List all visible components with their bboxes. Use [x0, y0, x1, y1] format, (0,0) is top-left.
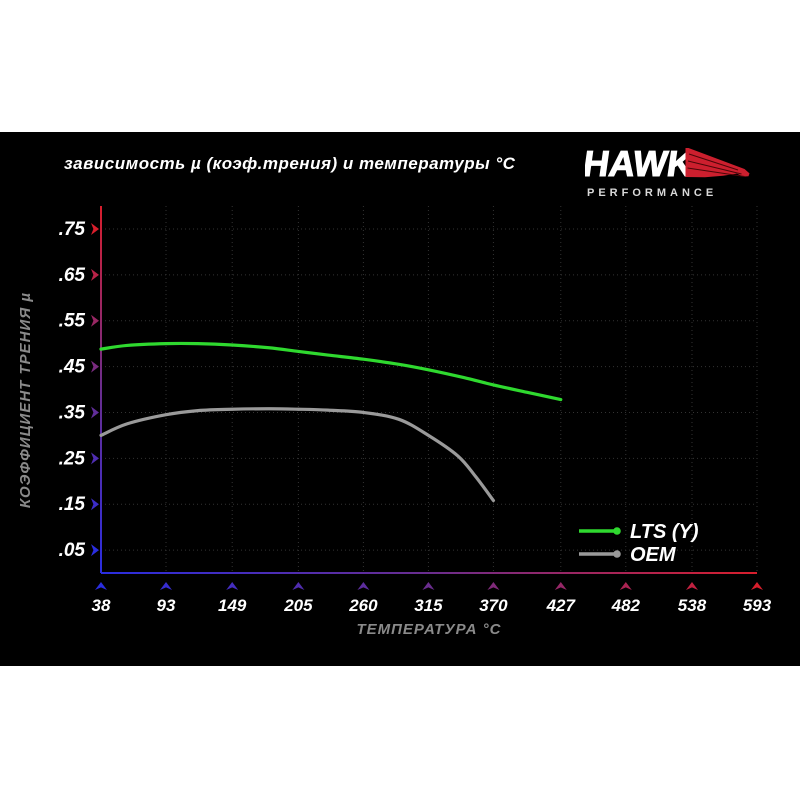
svg-text:93: 93	[157, 596, 176, 615]
svg-text:.75: .75	[59, 219, 86, 240]
svg-text:427: 427	[546, 596, 577, 615]
svg-text:149: 149	[218, 596, 247, 615]
svg-text:.35: .35	[59, 402, 86, 423]
svg-text:315: 315	[414, 596, 443, 615]
svg-text:.25: .25	[59, 448, 86, 469]
svg-text:.65: .65	[59, 265, 86, 286]
svg-text:.15: .15	[59, 494, 86, 515]
svg-text:ТЕМПЕРАТУРА °C: ТЕМПЕРАТУРА °C	[356, 621, 501, 638]
svg-text:.55: .55	[59, 311, 86, 332]
svg-text:.05: .05	[59, 540, 86, 561]
svg-text:482: 482	[611, 596, 641, 615]
svg-text:538: 538	[678, 596, 707, 615]
svg-text:260: 260	[348, 596, 378, 615]
svg-text:КОЭФФИЦИЕНТ ТРЕНИЯ µ: КОЭФФИЦИЕНТ ТРЕНИЯ µ	[17, 292, 34, 508]
svg-text:LTS (Y): LTS (Y)	[630, 521, 699, 543]
svg-text:370: 370	[479, 596, 508, 615]
svg-text:.45: .45	[59, 357, 86, 378]
svg-text:205: 205	[283, 596, 313, 615]
svg-text:OEM: OEM	[630, 544, 677, 566]
svg-text:38: 38	[92, 596, 111, 615]
svg-text:593: 593	[743, 596, 772, 615]
